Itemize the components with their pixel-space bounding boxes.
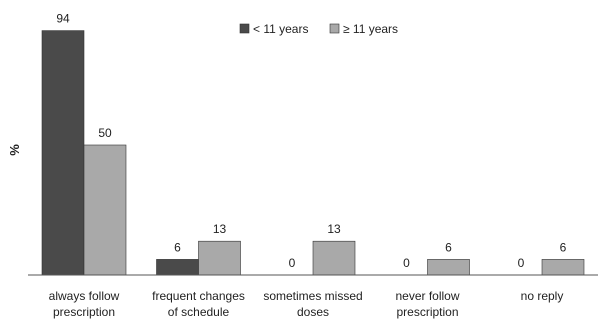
bar-over-11-cat0 bbox=[83, 144, 127, 276]
bar-under-11-cat1 bbox=[156, 259, 199, 276]
bars-group bbox=[41, 30, 585, 276]
category-label: no reply bbox=[521, 289, 564, 303]
category-label: frequent changes bbox=[152, 289, 245, 303]
value-labels-group: 94 50 6 13 0 13 0 6 0 6 bbox=[56, 12, 566, 270]
category-label: doses bbox=[297, 305, 329, 319]
category-label: never follow bbox=[395, 289, 459, 303]
legend-swatch bbox=[329, 23, 340, 34]
value-label: 6 bbox=[445, 240, 452, 254]
value-label: 13 bbox=[327, 222, 341, 236]
category-label: prescription bbox=[53, 305, 115, 319]
value-label: 0 bbox=[403, 256, 410, 270]
bar-over-11-cat2 bbox=[312, 240, 356, 276]
value-label: 94 bbox=[56, 12, 70, 26]
legend-label: ≥ 11 years bbox=[343, 22, 398, 36]
legend-swatch bbox=[239, 23, 250, 34]
y-axis-label: % bbox=[7, 144, 22, 156]
bar-over-11-cat3 bbox=[427, 259, 470, 276]
legend: < 11 years ≥ 11 years bbox=[239, 22, 398, 36]
value-label: 50 bbox=[98, 126, 112, 140]
value-label: 13 bbox=[213, 222, 227, 236]
bar-over-11-cat4 bbox=[541, 259, 585, 276]
category-label: always follow bbox=[49, 289, 120, 303]
value-label: 6 bbox=[174, 240, 181, 254]
category-label: prescription bbox=[396, 305, 458, 319]
value-label: 0 bbox=[518, 256, 525, 270]
category-label: of schedule bbox=[168, 305, 230, 319]
legend-label: < 11 years bbox=[253, 22, 308, 36]
value-label: 6 bbox=[560, 240, 567, 254]
category-labels-group: always follow prescription frequent change… bbox=[49, 289, 564, 319]
bar-over-11-cat1 bbox=[198, 240, 241, 276]
bar-under-11-cat0 bbox=[41, 30, 85, 276]
category-label: sometimes missed bbox=[263, 289, 362, 303]
value-label: 0 bbox=[289, 256, 296, 270]
